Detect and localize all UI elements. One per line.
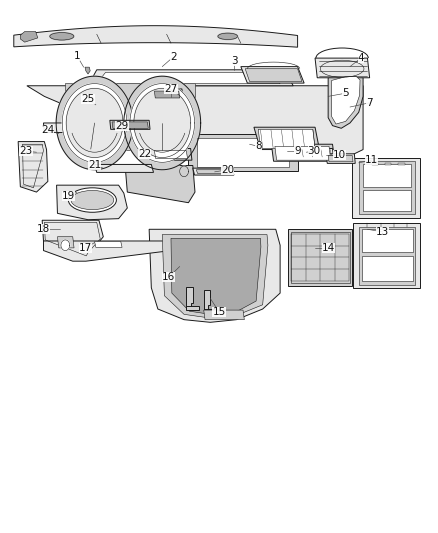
Text: 16: 16: [162, 272, 175, 282]
Polygon shape: [43, 123, 90, 133]
Ellipse shape: [68, 188, 117, 212]
Polygon shape: [65, 83, 195, 150]
Text: 7: 7: [366, 98, 373, 108]
Polygon shape: [272, 144, 335, 161]
Polygon shape: [66, 88, 123, 158]
Polygon shape: [62, 84, 127, 163]
Polygon shape: [56, 76, 133, 169]
Polygon shape: [196, 169, 231, 173]
Polygon shape: [57, 185, 127, 220]
Polygon shape: [359, 161, 416, 214]
Polygon shape: [398, 163, 405, 165]
Polygon shape: [385, 163, 392, 165]
Polygon shape: [88, 70, 293, 86]
Polygon shape: [154, 151, 187, 159]
Polygon shape: [125, 165, 195, 203]
Polygon shape: [27, 86, 363, 160]
Text: 13: 13: [376, 227, 389, 237]
Polygon shape: [363, 165, 411, 187]
Polygon shape: [57, 237, 74, 248]
Polygon shape: [258, 130, 315, 149]
Polygon shape: [154, 91, 180, 98]
Polygon shape: [162, 235, 268, 318]
Text: 11: 11: [365, 155, 378, 165]
Polygon shape: [245, 69, 302, 82]
Polygon shape: [186, 287, 193, 309]
Polygon shape: [124, 76, 201, 169]
Polygon shape: [326, 154, 355, 164]
Text: 17: 17: [79, 243, 92, 253]
Polygon shape: [180, 166, 188, 176]
Text: 27: 27: [164, 84, 177, 94]
Text: 1: 1: [74, 51, 81, 61]
Text: 21: 21: [88, 160, 101, 171]
Text: 23: 23: [19, 146, 33, 156]
Polygon shape: [130, 84, 194, 163]
Text: 22: 22: [138, 149, 152, 159]
Text: 30: 30: [307, 146, 321, 156]
Text: 15: 15: [212, 306, 226, 317]
Polygon shape: [362, 229, 413, 252]
Polygon shape: [18, 142, 48, 192]
Polygon shape: [359, 227, 416, 285]
Ellipse shape: [218, 33, 237, 39]
Polygon shape: [193, 168, 234, 175]
Polygon shape: [61, 240, 70, 251]
Polygon shape: [20, 31, 38, 42]
Polygon shape: [254, 127, 319, 150]
Polygon shape: [14, 26, 297, 47]
Polygon shape: [186, 306, 199, 310]
Polygon shape: [43, 241, 171, 261]
Polygon shape: [42, 220, 103, 258]
Polygon shape: [110, 120, 150, 130]
Polygon shape: [332, 77, 360, 124]
Text: 8: 8: [255, 141, 261, 151]
Text: 14: 14: [321, 243, 335, 253]
Text: 10: 10: [332, 150, 346, 160]
Text: 19: 19: [62, 191, 75, 201]
Text: 3: 3: [231, 56, 237, 66]
Polygon shape: [362, 256, 413, 281]
Text: 4: 4: [357, 53, 364, 63]
Text: 24: 24: [41, 125, 54, 135]
Text: 29: 29: [116, 121, 129, 131]
Ellipse shape: [71, 190, 114, 209]
Polygon shape: [353, 223, 420, 288]
Polygon shape: [288, 229, 352, 286]
Polygon shape: [372, 163, 378, 165]
Polygon shape: [300, 149, 333, 158]
Polygon shape: [352, 158, 420, 217]
Polygon shape: [241, 67, 304, 83]
Text: 5: 5: [343, 88, 349, 98]
Polygon shape: [188, 134, 297, 171]
Polygon shape: [85, 67, 90, 74]
Polygon shape: [204, 290, 210, 311]
Polygon shape: [95, 241, 122, 247]
Polygon shape: [151, 149, 192, 160]
Polygon shape: [275, 147, 331, 160]
Polygon shape: [171, 238, 261, 314]
Polygon shape: [97, 72, 280, 84]
Polygon shape: [95, 165, 153, 172]
Polygon shape: [197, 138, 289, 166]
Polygon shape: [106, 99, 111, 106]
Polygon shape: [328, 156, 353, 162]
Polygon shape: [328, 74, 363, 128]
Polygon shape: [204, 309, 215, 313]
Ellipse shape: [50, 33, 74, 40]
Text: 18: 18: [37, 224, 50, 235]
Polygon shape: [134, 88, 191, 158]
Polygon shape: [315, 58, 370, 78]
Polygon shape: [363, 190, 411, 211]
Text: 20: 20: [221, 165, 234, 175]
Polygon shape: [149, 229, 280, 322]
Polygon shape: [151, 89, 183, 100]
Polygon shape: [112, 122, 148, 128]
Text: 2: 2: [170, 52, 177, 62]
Polygon shape: [204, 310, 244, 320]
Text: 25: 25: [81, 93, 95, 103]
Text: 9: 9: [294, 146, 301, 156]
